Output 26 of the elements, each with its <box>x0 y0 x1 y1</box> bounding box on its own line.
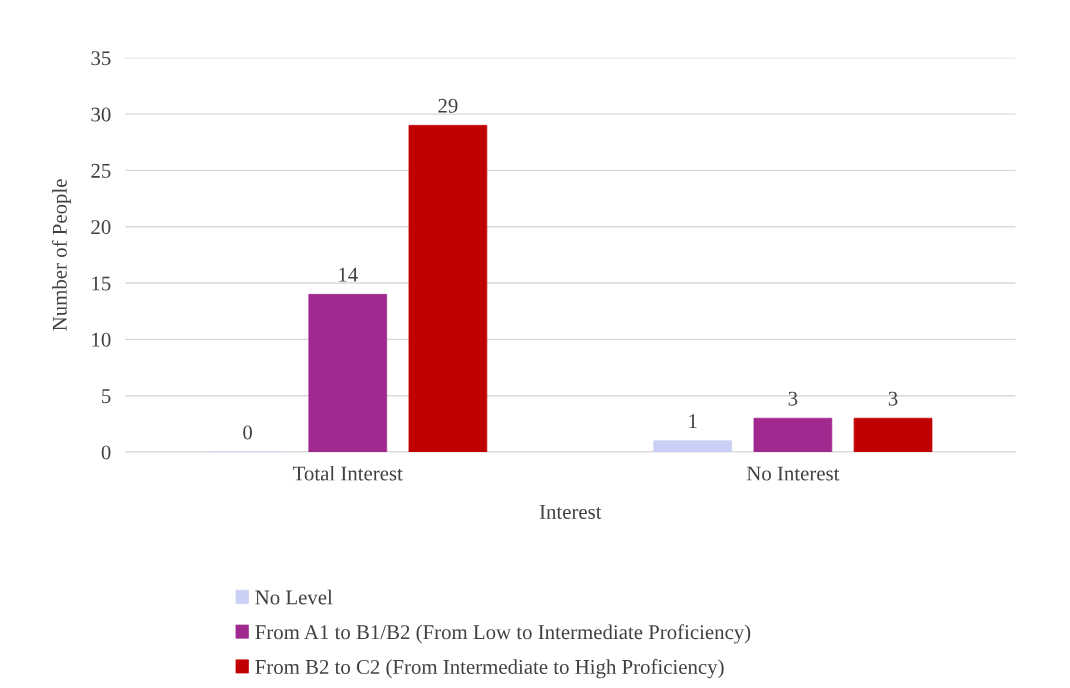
bar <box>408 125 488 453</box>
y-tick-label: 30 <box>91 107 111 122</box>
y-tick-label: 10 <box>92 332 111 347</box>
data-label: 1 <box>689 414 697 428</box>
data-label: 3 <box>888 391 898 406</box>
data-label: 0 <box>243 425 253 440</box>
bar <box>853 417 933 453</box>
y-tick-label: 25 <box>91 163 111 178</box>
legend-label: From A1 to B1/B2 (From Low to Intermediate Proficiency) <box>255 624 751 644</box>
x-axis-title: Interest <box>539 505 602 519</box>
x-tick-label: No Interest <box>746 466 840 481</box>
bar <box>308 293 388 453</box>
x-tick-label: Total Interest <box>293 465 403 481</box>
y-tick-label: 15 <box>92 276 111 291</box>
y-tick-label: 0 <box>101 445 111 460</box>
data-label: 14 <box>339 267 358 282</box>
y-tick-label: 35 <box>91 51 111 66</box>
bar <box>653 440 733 453</box>
y-tick-label: 5 <box>102 389 111 404</box>
bar <box>753 417 833 453</box>
y-axis-title: Number of People <box>51 179 72 331</box>
data-label: 3 <box>788 391 798 406</box>
legend-label: From B2 to C2 (From Intermediate to High Proficiency) <box>255 659 724 679</box>
y-tick-label: 20 <box>91 220 111 235</box>
data-label: 29 <box>438 98 458 113</box>
legend-label: No Level <box>255 589 333 605</box>
